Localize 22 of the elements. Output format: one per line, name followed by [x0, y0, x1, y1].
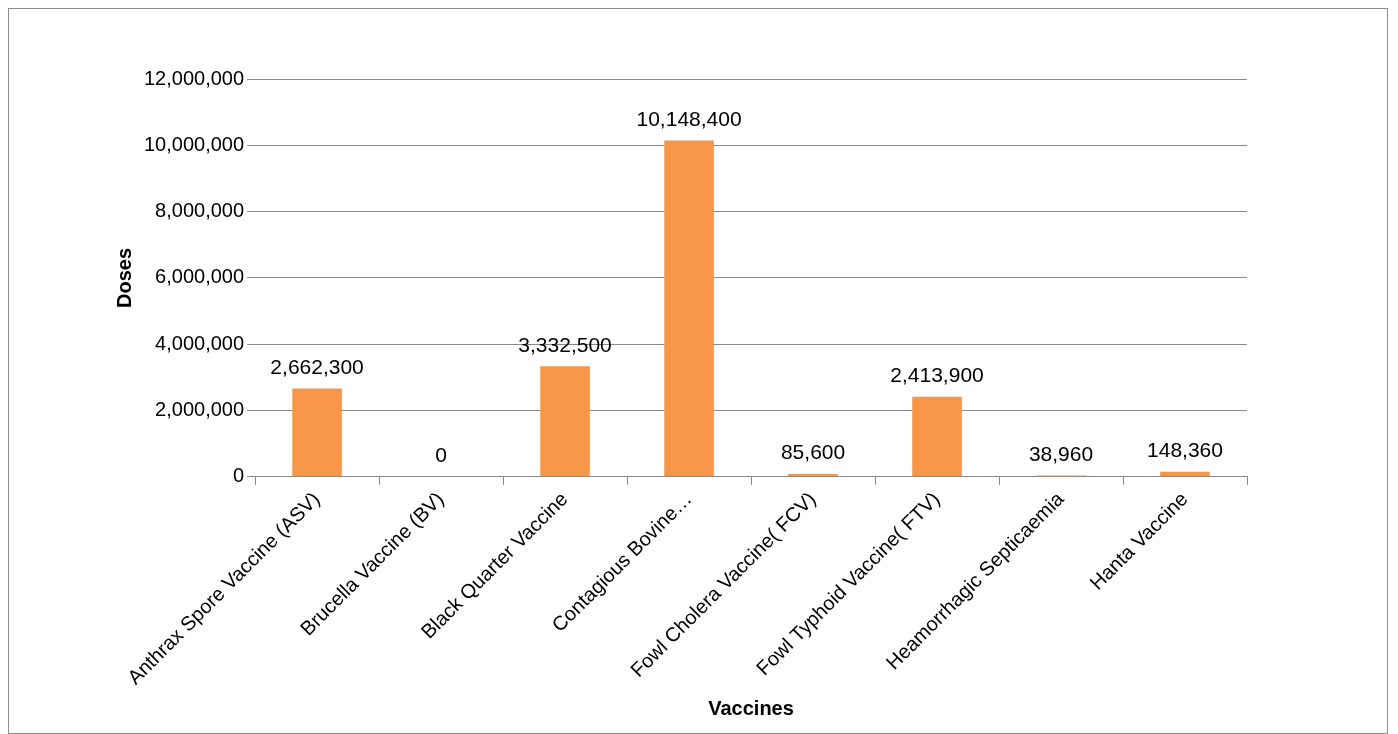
x-axis-title: Vaccines — [708, 696, 794, 719]
data-label: 10,148,400 — [636, 106, 742, 130]
data-label: 38,960 — [1028, 441, 1094, 465]
y-axis-title: Doses — [112, 247, 135, 308]
data-label: 2,662,300 — [270, 354, 364, 378]
y-tick-label: 8,000,000 — [155, 199, 245, 222]
data-label: 148,360 — [1147, 438, 1223, 462]
data-label: 3,332,500 — [518, 332, 612, 356]
bar — [912, 396, 962, 477]
y-tick-label: 0 — [232, 464, 245, 487]
y-tick-label: 12,000,000 — [143, 66, 245, 89]
y-tick-label: 10,000,000 — [143, 132, 245, 155]
y-tick-label: 4,000,000 — [155, 331, 245, 354]
y-tick-label: 6,000,000 — [155, 265, 245, 288]
y-tick-label: 2,000,000 — [155, 398, 245, 420]
data-label: 85,600 — [780, 440, 846, 464]
bar — [1160, 471, 1210, 477]
bar — [664, 140, 714, 477]
data-label: 0 — [435, 443, 447, 467]
bar — [292, 388, 342, 477]
bar — [540, 366, 590, 477]
data-label: 2,413,900 — [890, 363, 984, 387]
